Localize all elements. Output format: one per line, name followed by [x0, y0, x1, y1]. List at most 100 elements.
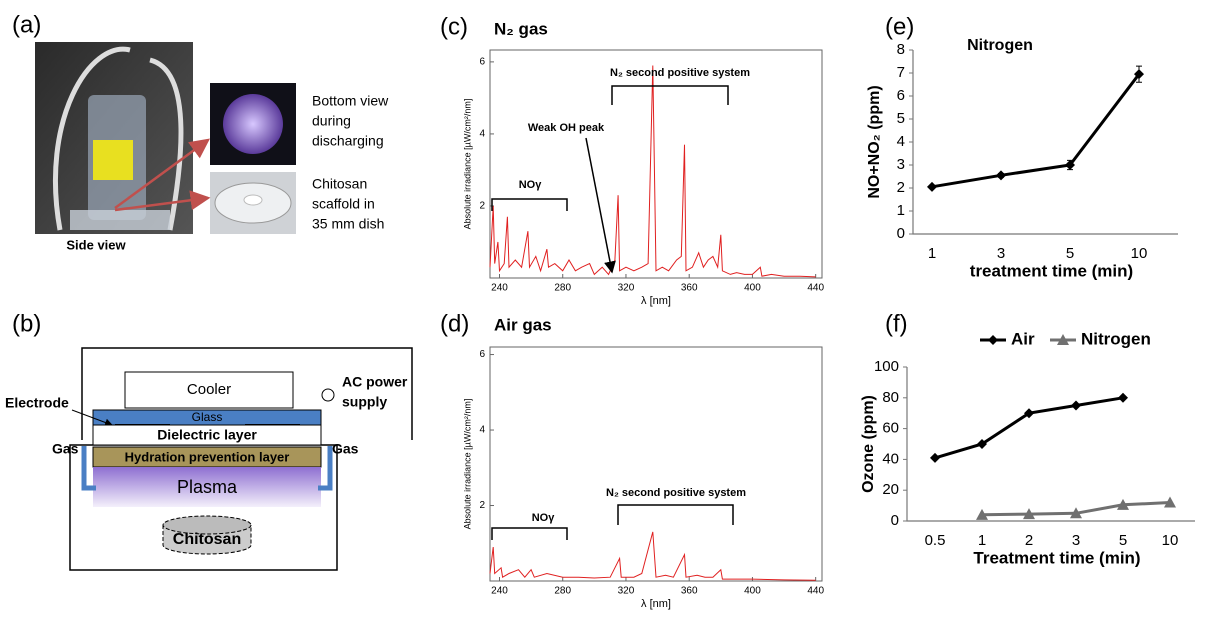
series-line [931, 73, 1141, 189]
x-tick-label: 240 [491, 283, 508, 294]
x-tick-label: 2 [1025, 532, 1033, 549]
panel-a: (a) Side view Bottom view during dischar… [12, 11, 389, 252]
y-tick-label: 80 [882, 389, 899, 406]
x-tick-label: 10 [1131, 245, 1148, 262]
legend-label: Air [1011, 329, 1035, 348]
x-tick-label: 5 [1119, 532, 1127, 549]
y-tick-label: 6 [479, 57, 485, 68]
x-tick-label: 3 [1072, 532, 1080, 549]
annotation: NOγ [519, 179, 543, 191]
caption: Bottom view [312, 93, 389, 109]
plot-frame [489, 49, 823, 279]
gas-arrow [81, 446, 96, 491]
plot-frame [489, 346, 823, 582]
x-tick-label: 320 [618, 586, 635, 597]
dish [70, 210, 170, 230]
axes [906, 367, 1195, 522]
frame [81, 347, 413, 440]
x-axis-label: Treatment time (min) [973, 548, 1140, 567]
panel-label: (d) [440, 310, 469, 337]
x-axis-label: λ [nm] [641, 598, 671, 610]
x-tick-label: 3 [997, 245, 1005, 262]
y-tick-label: 0 [897, 225, 905, 242]
y-tick-label: 2 [479, 201, 485, 212]
annotation: NOγ [532, 512, 556, 524]
marker [1065, 160, 1075, 170]
x-tick-label: 400 [744, 283, 761, 294]
x-tick-label: 1 [978, 532, 986, 549]
annotation: N₂ second positive system [606, 487, 746, 499]
label: Glass [192, 410, 223, 424]
chart-title: Nitrogen [967, 37, 1033, 54]
y-tick-label: 4 [897, 133, 905, 150]
arrow [114, 190, 211, 212]
x-tick-label: 280 [554, 283, 571, 294]
y-tick-label: 6 [897, 87, 905, 104]
plasma [93, 467, 321, 507]
bracket [491, 198, 568, 211]
label: Electrode [5, 395, 69, 411]
x-tick-label: 360 [681, 283, 698, 294]
x-tick-label: 440 [807, 586, 824, 597]
annotation: N₂ second positive system [610, 67, 750, 79]
marker [1117, 498, 1129, 510]
y-tick-label: 4 [479, 425, 485, 436]
x-tick-label: 360 [681, 586, 698, 597]
legend-label: Nitrogen [1081, 329, 1151, 348]
x-tick-label: 240 [491, 586, 508, 597]
discharge [223, 94, 283, 154]
y-axis-label: Ozone (ppm) [860, 395, 877, 493]
marker [976, 508, 988, 520]
y-tick-label: 60 [882, 420, 899, 437]
x-tick-label: 1 [928, 245, 936, 262]
panel-label: (f) [885, 310, 908, 337]
label: Chitosan [173, 531, 241, 548]
label: Gas [52, 441, 79, 457]
spectrum-panel: (c) N₂ gas 2 4 6 240 280 320 360 400 440 λ [nm] Abso… [440, 13, 824, 307]
ac-source [321, 388, 335, 402]
spectrum-line [489, 531, 816, 581]
caption: Chitosan [312, 176, 367, 192]
x-tick-label: 0.5 [925, 532, 946, 549]
y-tick-label: 5 [897, 110, 905, 127]
label: Plasma [177, 477, 238, 497]
label: supply [342, 394, 387, 410]
marker [1024, 408, 1034, 419]
marker [1023, 508, 1035, 520]
label: AC power [342, 374, 408, 390]
y-tick-label: 100 [874, 358, 899, 375]
y-tick-label: 1 [897, 202, 905, 219]
pointer [585, 137, 616, 274]
y-tick-label: 8 [897, 41, 905, 58]
x-tick-label: 400 [744, 586, 761, 597]
scaffold [243, 194, 263, 206]
bracket [617, 504, 734, 525]
panel-b: (b) Cooler AC power supply Glass Electro… [5, 310, 413, 571]
spectrum-line [489, 65, 816, 278]
annotation: Weak OH peak [528, 122, 605, 134]
line-panel: (f) 0 20 40 60 80 100 0.5 1 2 3 5 10 Treatment time (… [860, 310, 1195, 567]
panel-label: (a) [12, 11, 41, 38]
label: Hydration prevention layer [125, 449, 290, 464]
y-tick-label: 40 [882, 450, 899, 467]
gas-arrow [318, 446, 333, 491]
y-tick-label: 7 [897, 64, 905, 81]
panel-label: (c) [440, 13, 468, 40]
caption: discharging [312, 133, 384, 149]
y-tick-label: 4 [479, 129, 485, 140]
panel-label: (b) [12, 310, 41, 337]
y-axis-label: Absolute irradiance [µW/cm²/nm] [462, 399, 472, 530]
y-tick-label: 2 [897, 179, 905, 196]
x-tick-label: 440 [807, 283, 824, 294]
marker [1164, 496, 1176, 508]
y-tick-label: 0 [891, 512, 899, 529]
caption: during [312, 113, 351, 129]
y-tick-label: 6 [479, 349, 485, 360]
y-axis-label: NO+NO₂ (ppm) [866, 85, 883, 198]
y-tick-label: 3 [897, 156, 905, 173]
x-axis-label: treatment time (min) [970, 261, 1133, 280]
bracket [611, 85, 729, 105]
caption: scaffold in [312, 196, 375, 212]
